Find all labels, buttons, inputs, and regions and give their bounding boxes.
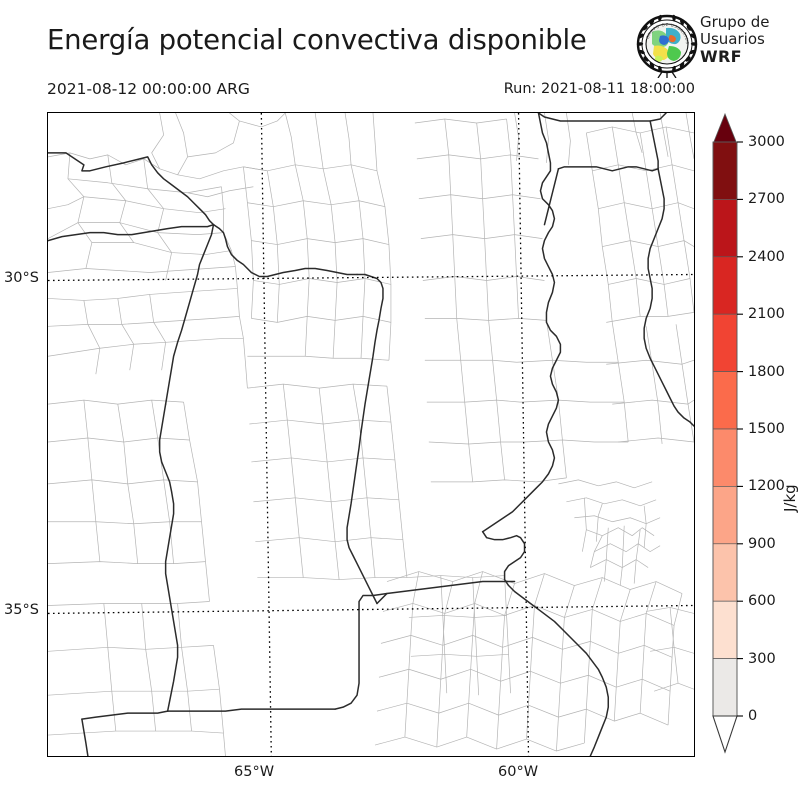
colorbar-unit-label: J/kg <box>781 484 799 512</box>
colorbar-tick-1500: 1500 <box>748 421 785 437</box>
colorbar[interactable]: 0 300 600 900 1200 1500 1800 2100 2400 2… <box>711 112 800 782</box>
gridline-lat-30S <box>48 273 694 282</box>
logo: GRUPO DE USUARIOS WRF Grupo de Usuarios … <box>636 14 800 78</box>
logo-text: Grupo de Usuarios WRF <box>700 13 800 66</box>
valid-time-label: 2021-08-12 00:00:00 ARG <box>47 80 250 98</box>
xtick-label-60W: 60°W <box>498 764 539 780</box>
colorbar-under-arrow <box>712 715 738 754</box>
header: Energía potencial convectiva disponible … <box>0 0 800 110</box>
map-plot-area[interactable] <box>47 112 695 757</box>
colorbar-tick-300: 300 <box>748 650 776 667</box>
ytick-label-30S: 30°S <box>4 270 39 286</box>
colorbar-tick-1800: 1800 <box>748 363 785 380</box>
province-boundaries <box>48 113 694 756</box>
logo-line-1: Grupo de <box>700 13 770 31</box>
wrf-user-group-seal-icon: GRUPO DE USUARIOS WRF <box>636 14 698 78</box>
colorbar-gradient <box>712 112 743 754</box>
gridline-lat-35S <box>48 604 694 615</box>
ytick-label-35S: 35°S <box>4 602 39 618</box>
colorbar-tick-900: 900 <box>748 535 776 552</box>
colorbar-tick-2100: 2100 <box>748 306 785 323</box>
colorbar-over-arrow <box>712 112 738 145</box>
map-canvas <box>48 113 694 756</box>
colorbar-tick-2700: 2700 <box>748 191 785 208</box>
colorbar-tick-0: 0 <box>748 708 758 724</box>
colorbar-tick-600: 600 <box>748 593 776 610</box>
gridline-lon-60W <box>517 113 530 756</box>
run-time-label: Run: 2021-08-11 18:00:00 <box>503 81 695 97</box>
xtick-label-65W: 65°W <box>234 764 275 780</box>
department-boundaries <box>48 113 694 756</box>
colorbar-tick-1200: 1200 <box>748 478 785 495</box>
colorbar-bands <box>712 141 738 717</box>
page-title: Energía potencial convectiva disponible <box>47 24 587 56</box>
colorbar-ticks <box>737 141 743 717</box>
logo-line-2: Usuarios <box>700 30 765 48</box>
colorbar-tick-3000: 3000 <box>748 134 785 150</box>
logo-line-3: WRF <box>700 47 742 66</box>
graticule <box>48 113 694 756</box>
colorbar-tick-2400: 2400 <box>748 248 785 265</box>
gridline-lon-65W <box>260 113 272 756</box>
